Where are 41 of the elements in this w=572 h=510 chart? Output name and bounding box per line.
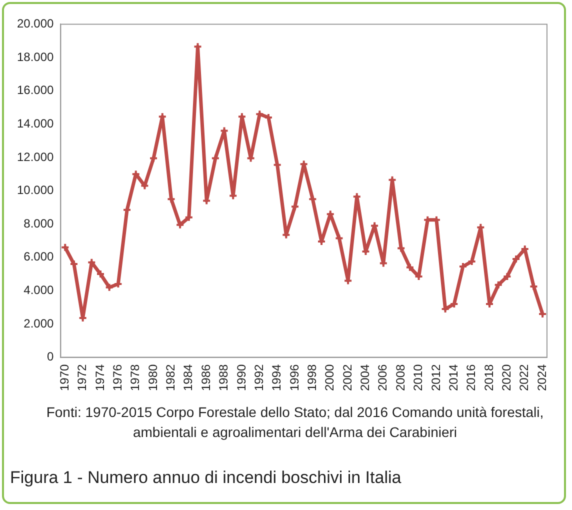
x-tick-label: 1970: [57, 364, 72, 392]
y-tick-label: 4.000: [24, 282, 54, 297]
x-tick-label: 1996: [287, 364, 302, 392]
x-tick-label: 1972: [75, 364, 90, 392]
x-tick-label: 2014: [446, 364, 460, 392]
text: Figura 1 - Numero annuo di incendi boschivi in Italia: [10, 468, 402, 488]
y-tick-label: 12.000: [17, 150, 54, 164]
x-tick-label: 1982: [164, 364, 178, 392]
y-tick-label: 0: [47, 350, 54, 364]
y-tick-label: 16.000: [17, 83, 54, 98]
y-tick-label: 6.000: [24, 250, 54, 264]
y-tick-label: 20.000: [17, 16, 54, 31]
x-tick-label: 2010: [411, 364, 426, 392]
x-tick-label: 2016: [464, 364, 478, 392]
x-tick-label: 1986: [198, 364, 213, 392]
x-tick-label: 1988: [216, 364, 231, 392]
y-tick-label: 2.000: [24, 316, 54, 330]
x-tick-label: 1976: [110, 364, 124, 392]
x-tick-label: 1984: [181, 364, 196, 392]
y-tick-label: 14.000: [17, 116, 54, 130]
x-tick-label: 2006: [376, 364, 390, 392]
x-tick-label: 2024: [534, 364, 549, 392]
x-tick-label: 2012: [428, 364, 443, 392]
x-tick-label: 1994: [270, 364, 284, 392]
x-tick-label: 2004: [358, 364, 372, 392]
x-tick-label: 1980: [146, 364, 160, 392]
x-tick-label: 2000: [322, 364, 337, 392]
y-tick-label: 8.000: [24, 216, 54, 230]
text: Fonti: 1970-2015 Corpo Forestale dello Stato; dal 2016 Comando unità forestali, ambientali e agroalimentari dell'Arma dei Carabinieri: [45, 403, 545, 442]
x-tick-label: 1992: [252, 364, 266, 392]
x-tick-label: 1990: [234, 364, 248, 392]
x-tick-label: 2022: [517, 364, 532, 392]
x-tick-label: 1978: [128, 364, 142, 392]
x-tick-label: 2020: [499, 364, 514, 392]
y-tick-label: 10.000: [17, 183, 54, 198]
y-tick-label: 18.000: [17, 50, 54, 64]
x-tick-label: 1998: [304, 364, 319, 392]
x-tick-label: 2018: [482, 364, 496, 392]
x-tick-label: 2002: [340, 364, 354, 392]
x-tick-label: 1974: [92, 364, 107, 392]
x-tick-label: 2008: [393, 364, 408, 392]
